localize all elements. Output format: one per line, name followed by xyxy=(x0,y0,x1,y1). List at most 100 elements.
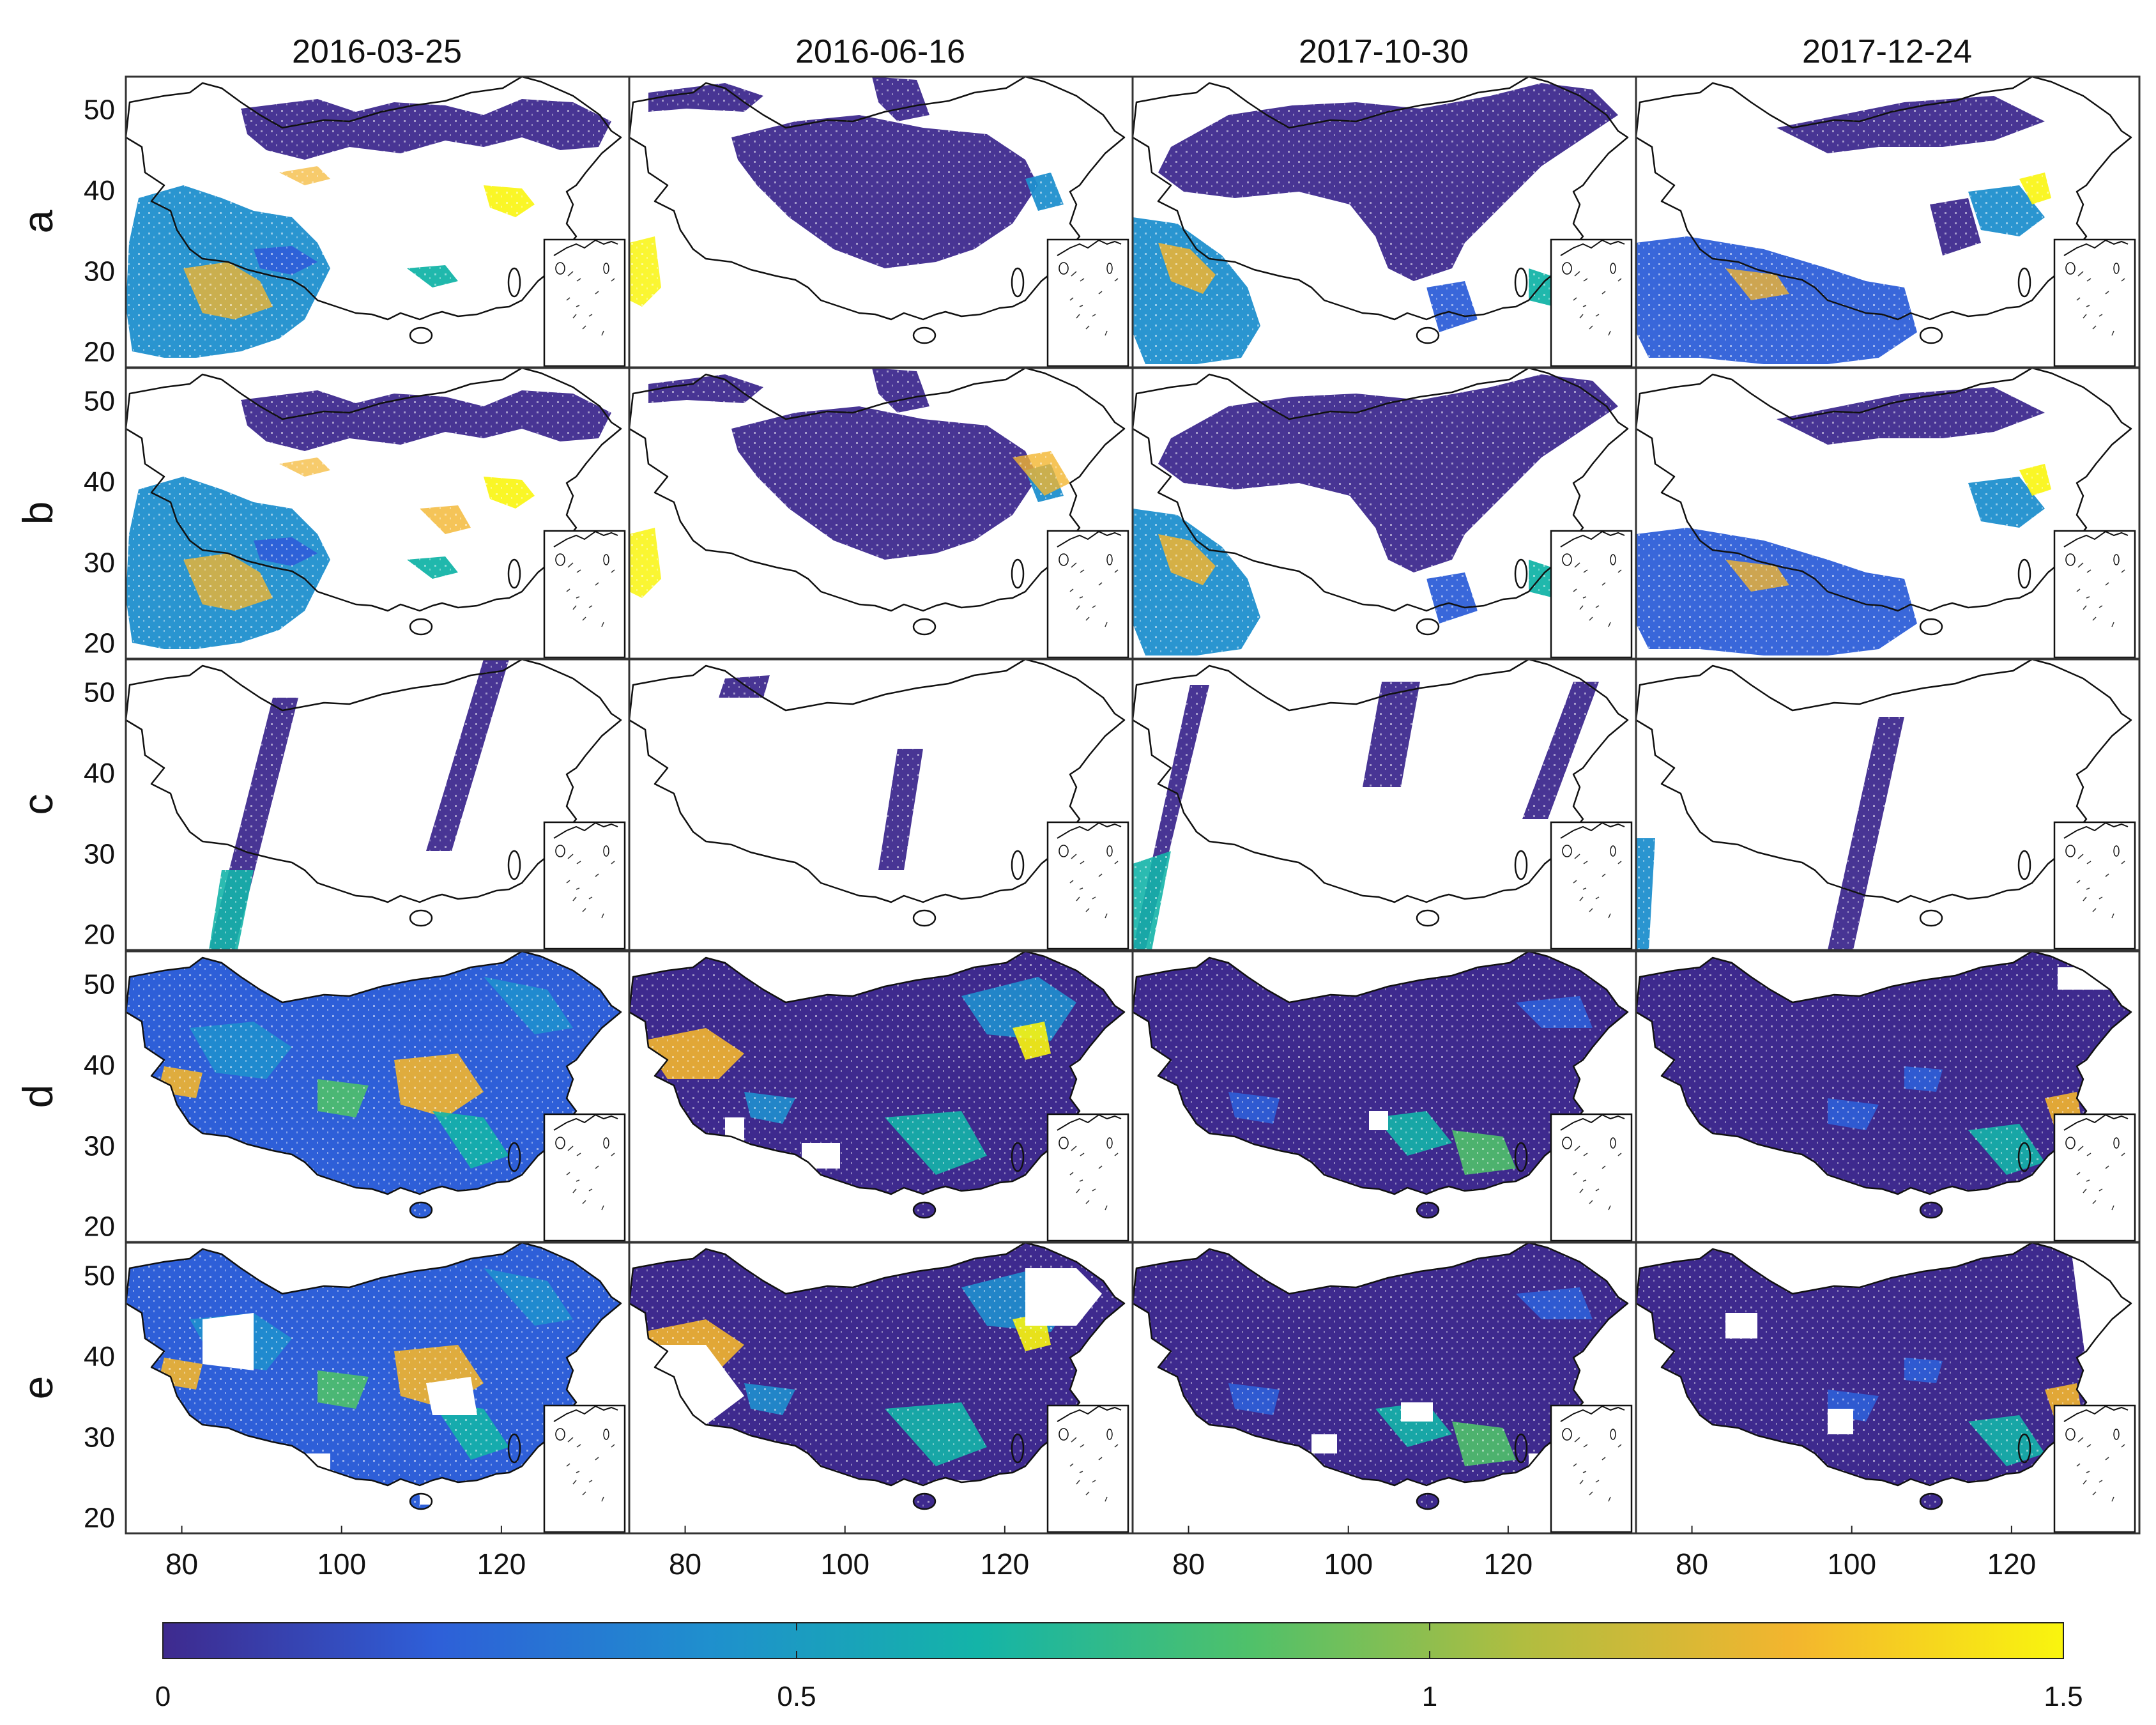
y-tick-label: 20 xyxy=(84,1211,115,1243)
colorbar-ticks xyxy=(796,1623,1430,1659)
south-china-sea-inset xyxy=(1046,1404,1129,1533)
x-axis-ticks: 80 100 120 80 100 120 80 100 120 80 100 120 xyxy=(165,1526,2036,1581)
map-panel-b-3 xyxy=(1131,367,1637,660)
taiwan-outline xyxy=(1011,1142,1025,1172)
map-panel-d-3 xyxy=(1131,950,1637,1243)
panel-content xyxy=(1636,659,2139,950)
hainan-outline xyxy=(409,1492,433,1510)
y-tick-label: 50 xyxy=(84,677,115,709)
y-tick-label: 50 xyxy=(84,1261,115,1292)
hainan-outline xyxy=(1416,618,1440,636)
south-china-sea-inset xyxy=(1550,238,1633,367)
row-label-a: a xyxy=(14,210,61,233)
hainan-outline xyxy=(409,326,433,344)
taiwan-outline xyxy=(1514,1142,1528,1172)
column-title-1: 2016-03-25 xyxy=(292,33,462,70)
y-tick-label: 50 xyxy=(84,95,115,126)
panel-content xyxy=(1133,659,1636,950)
hainan-outline xyxy=(912,909,937,927)
south-china-sea-inset xyxy=(2053,530,2136,659)
x-tick-label: 100 xyxy=(1827,1547,1876,1581)
row-labels: a b c d e xyxy=(14,210,61,1399)
taiwan-outline xyxy=(2017,1142,2031,1172)
colorbar: 0 0.5 1 1.5 xyxy=(155,1622,2083,1712)
map-panel-a-2 xyxy=(628,75,1134,369)
hainan-outline xyxy=(912,326,937,344)
x-tick-label: 80 xyxy=(1676,1547,1708,1581)
hainan-outline xyxy=(1919,1492,1943,1510)
panel-content xyxy=(629,659,1133,950)
row-label-d: d xyxy=(14,1085,61,1108)
hainan-outline xyxy=(1416,1492,1440,1510)
taiwan-outline xyxy=(507,1433,521,1464)
y-tick-label: 50 xyxy=(84,969,115,1000)
row-label-c: c xyxy=(14,794,61,815)
panel-frame xyxy=(1635,1241,2141,1535)
south-china-sea-inset xyxy=(1046,1113,1129,1242)
taiwan-outline xyxy=(507,267,521,298)
taiwan-outline xyxy=(507,850,521,880)
y-tick-label: 30 xyxy=(84,256,115,287)
south-china-sea-inset xyxy=(2053,238,2136,367)
hainan-outline xyxy=(1919,326,1943,344)
taiwan-outline xyxy=(507,1142,521,1172)
map-panel-d-2 xyxy=(628,950,1134,1243)
y-tick-label: 30 xyxy=(84,1422,115,1453)
map-panel-c-3 xyxy=(1131,658,1637,951)
colorbar-label-0: 0 xyxy=(155,1681,171,1712)
taiwan-outline xyxy=(1514,267,1528,298)
y-tick-label: 40 xyxy=(84,466,115,498)
map-panel-d-4 xyxy=(1635,950,2141,1243)
y-tick-label: 50 xyxy=(84,386,115,417)
row-label-e: e xyxy=(14,1376,61,1400)
panel-content xyxy=(629,77,1133,367)
panel-content xyxy=(1636,368,2139,659)
x-tick-label: 120 xyxy=(477,1547,526,1581)
hainan-outline xyxy=(1416,1201,1440,1219)
taiwan-outline xyxy=(1514,850,1528,880)
y-tick-label: 40 xyxy=(84,1341,115,1372)
y-tick-label: 40 xyxy=(84,758,115,789)
taiwan-outline xyxy=(2017,267,2031,298)
hainan-outline xyxy=(409,618,433,636)
panel-content xyxy=(1636,77,2139,367)
taiwan-outline xyxy=(1514,558,1528,589)
south-china-sea-inset xyxy=(2053,1404,2136,1533)
panel-content xyxy=(126,77,629,367)
taiwan-outline xyxy=(1514,1433,1528,1464)
hainan-outline xyxy=(1919,1201,1943,1219)
south-china-sea-inset xyxy=(1550,821,1633,950)
colorbar-label-1: 1 xyxy=(1422,1681,1437,1712)
south-china-sea-inset xyxy=(543,1404,626,1533)
column-title-3: 2017-10-30 xyxy=(1299,33,1469,70)
map-panel-c-1 xyxy=(125,658,631,951)
missing-data xyxy=(802,1143,840,1169)
map-panel-e-4 xyxy=(1635,1241,2141,1535)
y-tick-label: 20 xyxy=(84,337,115,368)
map-panel-d-1 xyxy=(125,950,631,1243)
y-tick-label: 20 xyxy=(84,919,115,951)
map-panel-a-3 xyxy=(1131,75,1637,369)
hainan-outline xyxy=(1416,909,1440,927)
panel-frame xyxy=(1635,658,2141,951)
y-tick-label: 40 xyxy=(84,1050,115,1081)
hainan-outline xyxy=(409,909,433,927)
map-panel-e-1 xyxy=(125,1241,631,1535)
missing-data xyxy=(1025,1268,1102,1326)
south-china-sea-inset xyxy=(543,530,626,659)
x-tick-label: 120 xyxy=(980,1547,1029,1581)
panel-content xyxy=(629,368,1133,659)
x-tick-label: 100 xyxy=(820,1547,869,1581)
south-china-sea-inset xyxy=(543,238,626,367)
panel-content xyxy=(629,1243,1133,1533)
colorbar-label-0-5: 0.5 xyxy=(777,1681,816,1712)
panel-content xyxy=(1133,951,1636,1242)
south-china-sea-inset xyxy=(1550,1113,1633,1242)
hainan-outline xyxy=(1919,909,1943,927)
y-tick-label: 30 xyxy=(84,838,115,870)
panel-content xyxy=(126,951,629,1242)
taiwan-outline xyxy=(1011,850,1025,880)
missing-data xyxy=(426,1377,477,1415)
south-china-sea-inset xyxy=(2053,1113,2136,1242)
